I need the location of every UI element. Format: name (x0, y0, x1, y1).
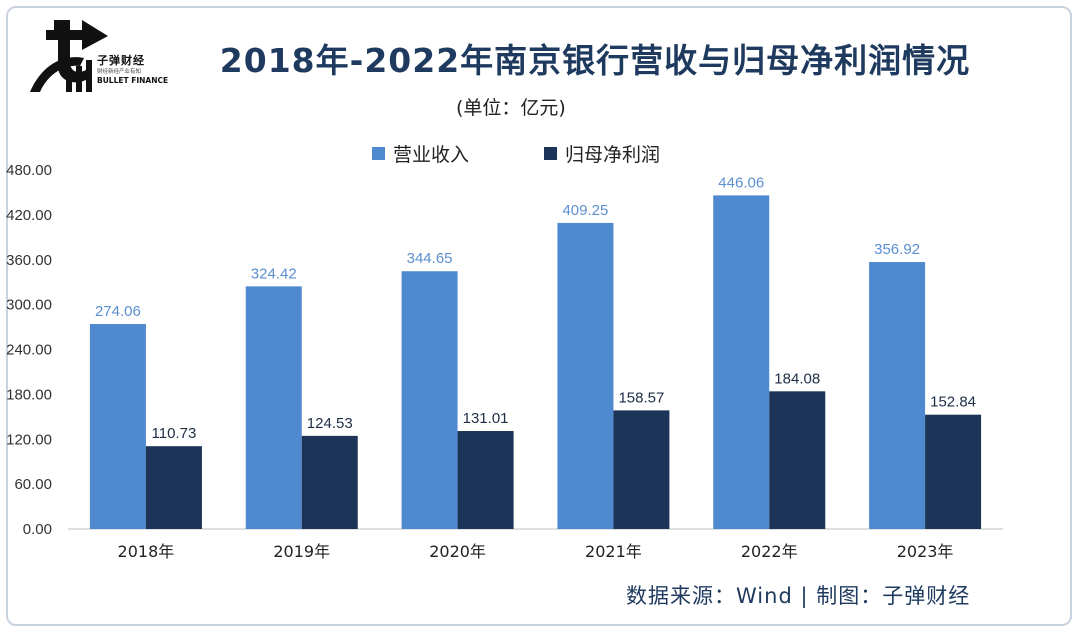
x-tick-label: 2023年 (897, 542, 954, 561)
data-label-net-profit: 184.08 (774, 370, 820, 387)
y-tick-label: 0.00 (23, 521, 52, 538)
data-label-net-profit: 124.53 (307, 415, 353, 432)
data-label-net-profit: 110.73 (152, 425, 197, 442)
y-tick-label: 480.00 (6, 162, 52, 179)
bar-net-profit (301, 435, 358, 529)
legend-item-net-profit: 归母净利润 (544, 140, 660, 167)
bar-net-profit (925, 414, 982, 529)
data-label-revenue: 356.92 (874, 241, 920, 258)
source-note: 数据来源：Wind | 制图：子弹财经 (626, 584, 971, 608)
data-label-revenue: 446.06 (718, 174, 764, 191)
y-tick-label: 180.00 (6, 386, 52, 403)
y-tick-label: 420.00 (6, 207, 52, 224)
y-tick-label: 360.00 (6, 252, 52, 269)
bar-net-profit (457, 431, 514, 529)
x-tick-label: 2020年 (429, 542, 486, 561)
bar-revenue (869, 262, 926, 529)
bar-revenue (245, 286, 302, 529)
x-tick-label: 2021年 (585, 542, 642, 561)
bar-net-profit (769, 391, 826, 529)
brand-name-cn: 子弹财经 (97, 54, 145, 67)
data-label-net-profit: 158.57 (618, 389, 664, 406)
legend-item-revenue: 营业收入 (372, 140, 469, 167)
bar-net-profit (613, 410, 670, 529)
bar-revenue (401, 271, 458, 529)
y-tick-label: 300.00 (6, 297, 52, 314)
legend-swatch-revenue (372, 147, 385, 160)
bar-net-profit (145, 446, 202, 529)
data-label-revenue: 274.06 (95, 303, 141, 320)
legend-label-net-profit: 归母净利润 (565, 144, 661, 166)
data-label-net-profit: 152.84 (930, 394, 976, 411)
x-tick-label: 2019年 (273, 542, 330, 561)
bar-revenue (713, 195, 770, 530)
chart-title: 2018年-2022年南京银行营收与归母净利润情况 (219, 41, 971, 80)
data-label-revenue: 409.25 (562, 202, 608, 219)
legend-swatch-net-profit (544, 147, 558, 160)
legend: 营业收入 归母净利润 (372, 140, 735, 167)
data-label-net-profit: 131.01 (463, 410, 509, 427)
x-tick-label: 2022年 (741, 542, 798, 561)
data-label-revenue: 324.42 (251, 265, 297, 282)
bar-revenue (557, 222, 614, 529)
bullet-finance-logo (30, 20, 108, 92)
unit-label: (单位：亿元) (456, 97, 566, 119)
x-tick-label: 2018年 (118, 542, 175, 561)
brand-tagline: 财经新经产业有知 (97, 69, 142, 75)
data-label-revenue: 344.65 (407, 250, 453, 267)
y-tick-label: 60.00 (14, 476, 52, 493)
y-tick-label: 240.00 (6, 342, 52, 359)
legend-label-revenue: 营业收入 (393, 144, 470, 166)
brand-name-en: BULLET FINANCE (97, 76, 169, 85)
bar-revenue (89, 324, 146, 529)
y-tick-label: 120.00 (6, 431, 52, 448)
